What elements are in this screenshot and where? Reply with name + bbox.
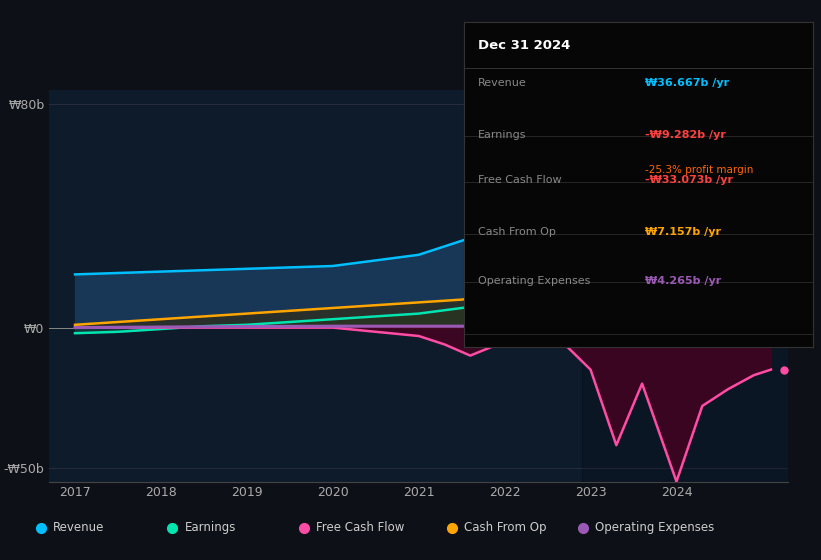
Text: Revenue: Revenue (478, 78, 526, 87)
Text: Dec 31 2024: Dec 31 2024 (478, 39, 571, 52)
Text: Cash From Op: Cash From Op (478, 227, 556, 237)
Text: Free Cash Flow: Free Cash Flow (316, 521, 405, 534)
Text: ₩36.667b /yr: ₩36.667b /yr (645, 78, 729, 87)
Text: Operating Expenses: Operating Expenses (595, 521, 714, 534)
Text: Revenue: Revenue (53, 521, 105, 534)
Text: Cash From Op: Cash From Op (464, 521, 546, 534)
Text: ₩7.157b /yr: ₩7.157b /yr (645, 227, 722, 237)
Text: Free Cash Flow: Free Cash Flow (478, 175, 562, 185)
Text: Operating Expenses: Operating Expenses (478, 276, 590, 286)
Text: -₩9.282b /yr: -₩9.282b /yr (645, 129, 727, 139)
Text: -25.3% profit margin: -25.3% profit margin (645, 165, 754, 175)
Text: Earnings: Earnings (185, 521, 236, 534)
Bar (582, 90, 796, 482)
Text: ₩4.265b /yr: ₩4.265b /yr (645, 276, 722, 286)
Text: -₩33.073b /yr: -₩33.073b /yr (645, 175, 733, 185)
Text: Earnings: Earnings (478, 129, 526, 139)
